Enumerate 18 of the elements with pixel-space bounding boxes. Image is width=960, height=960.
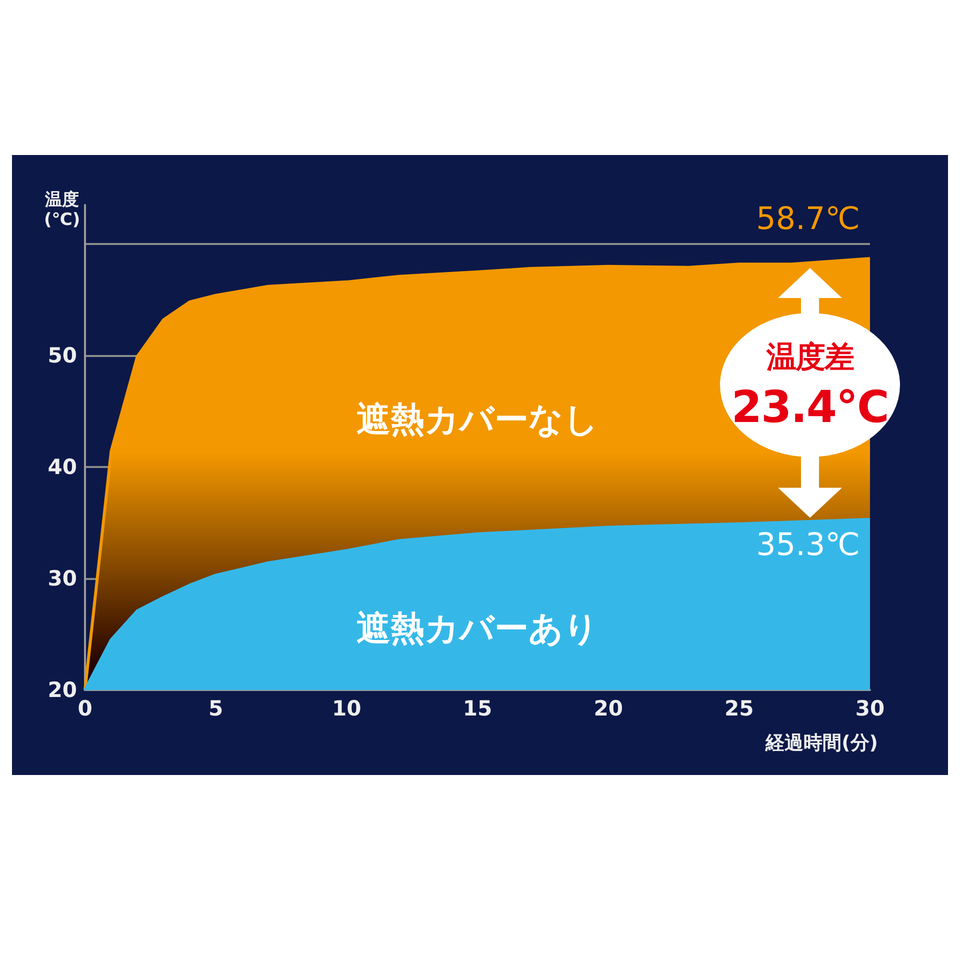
annotation: 58.7℃ — [756, 200, 860, 237]
y-tick-label: 50 — [48, 344, 77, 368]
series-label: 遮熱カバーなし — [356, 398, 598, 442]
y-tick-label: 40 — [48, 455, 77, 480]
series-label: 遮熱カバーあり — [356, 608, 598, 651]
x-tick-label: 30 — [855, 696, 885, 720]
x-tick-label: 20 — [594, 696, 623, 720]
x-tick-label: 15 — [462, 696, 492, 720]
x-axis-title: 経過時間(分) — [766, 731, 878, 756]
x-tick-label: 0 — [78, 696, 92, 720]
annotation: 35.3℃ — [756, 527, 860, 564]
x-tick-label: 5 — [208, 696, 224, 720]
annotation: 温度差 23.4℃ — [720, 313, 900, 458]
x-tick-label: 25 — [724, 696, 754, 720]
x-tick-label: 10 — [332, 696, 362, 720]
y-axis-title: 温度(℃) — [44, 190, 80, 230]
y-tick-label: 30 — [48, 566, 77, 591]
y-tick-label: 20 — [48, 678, 77, 702]
